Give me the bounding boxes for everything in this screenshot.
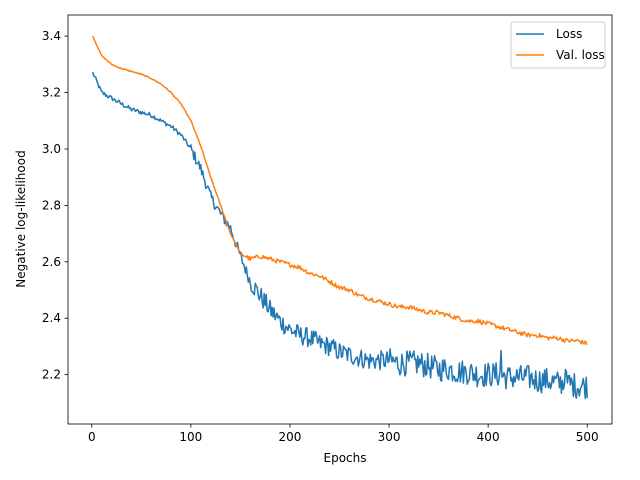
y-tick-label: 2.8: [42, 198, 61, 212]
series-line-loss: [92, 71, 588, 400]
y-tick-label: 3.0: [42, 142, 61, 156]
y-tick-label: 2.4: [42, 311, 61, 325]
y-tick-label: 2.2: [42, 368, 61, 382]
legend-label-loss: Loss: [556, 27, 582, 41]
x-tick-label: 0: [88, 430, 96, 444]
y-axis-label: Negative log-likelihood: [14, 150, 28, 287]
series-layer: [92, 35, 588, 400]
x-tick-label: 500: [576, 430, 599, 444]
axes-frame: [67, 14, 613, 425]
x-axis-label: Epochs: [324, 451, 367, 465]
axes-layer: 0 100 200 300 400 500 2.2 2.4 2.6 2.8 3.0 3.2 3.4: [42, 14, 613, 444]
y-tick-label: 2.6: [42, 255, 61, 269]
x-tick-label: 100: [179, 430, 202, 444]
y-tick-label: 3.2: [42, 86, 61, 100]
x-tick-label: 200: [279, 430, 302, 444]
legend: Loss Val. loss: [510, 21, 606, 69]
legend-label-val-loss: Val. loss: [556, 48, 605, 62]
series-line-val-loss: [92, 35, 588, 346]
x-tick-label: 300: [378, 430, 401, 444]
y-tick-label: 3.4: [42, 29, 61, 43]
x-tick-label: 400: [477, 430, 500, 444]
